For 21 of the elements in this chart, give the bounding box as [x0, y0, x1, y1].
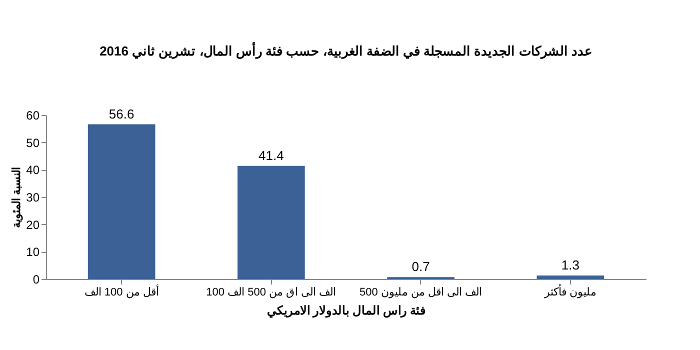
- y-tick-label: 0: [32, 272, 40, 286]
- data-label: 0.7: [412, 259, 430, 274]
- y-tick-label: 10: [26, 245, 40, 260]
- y-tick-label: 20: [26, 218, 40, 232]
- x-tick-label: مليون فأكثر: [543, 284, 596, 298]
- y-tick-label: 30: [26, 190, 40, 204]
- x-axis-title: فئة راس المال بالدولار الامريكي: [266, 304, 426, 318]
- data-label: 56.6: [108, 106, 134, 122]
- y-axis-title: النسبة المئوية: [11, 166, 24, 228]
- y-tick-label: 50: [26, 136, 40, 150]
- bar: [88, 124, 156, 279]
- x-tick-label: أقل من 100 الف: [84, 284, 159, 298]
- x-tick-label: 100 الف الى اق من 500 الف: [206, 286, 336, 298]
- x-tick-label: 500 الف الى اقل من مليون: [359, 286, 482, 298]
- y-tick-label: 40: [26, 163, 40, 178]
- y-tick-label: 60: [26, 108, 40, 122]
- bar: [238, 166, 305, 279]
- data-label: 41.4: [258, 148, 284, 163]
- chart-title: عدد الشركات الجديدة المسجلة في الضفة الغربية، حسب فئة رأس المال، تشرين ثاني 2016: [100, 42, 592, 60]
- data-label: 1.3: [561, 257, 580, 272]
- bar: [536, 275, 604, 279]
